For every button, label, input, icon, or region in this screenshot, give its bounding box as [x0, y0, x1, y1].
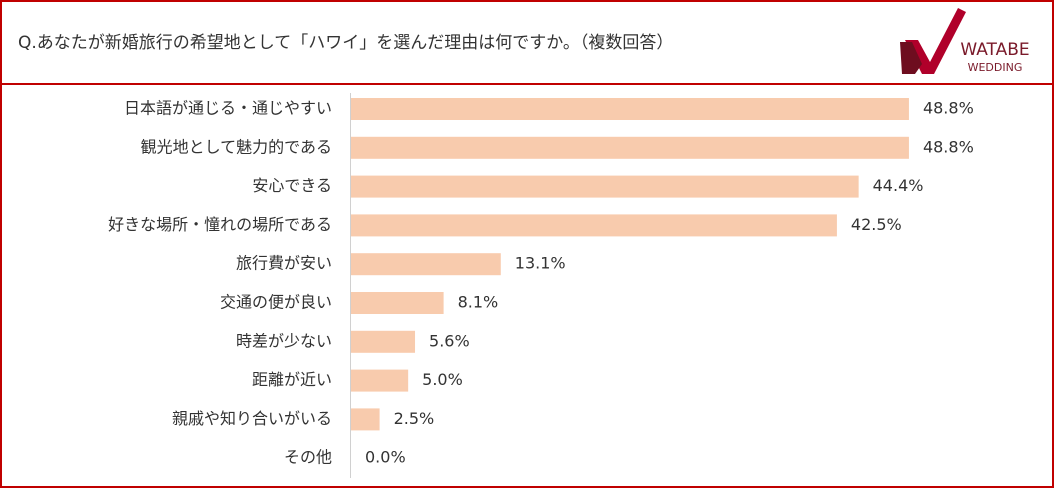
bar — [351, 292, 444, 314]
value-label: 48.8% — [923, 137, 974, 156]
category-label: 時差が少ない — [236, 331, 332, 350]
bar — [351, 253, 501, 276]
bar — [351, 330, 416, 353]
logo-subtext: WEDDING — [968, 61, 1023, 74]
value-label: 5.6% — [429, 331, 470, 350]
category-label: 旅行費が安い — [236, 254, 332, 273]
bar — [351, 98, 909, 120]
bar — [351, 136, 909, 159]
logo-mark — [905, 8, 966, 74]
value-label: 44.4% — [873, 176, 924, 195]
bar — [351, 369, 409, 392]
logo-mark-shadow — [900, 42, 922, 74]
value-label: 48.8% — [923, 99, 974, 118]
category-label: 日本語が通じる・通じやすい — [124, 99, 332, 118]
value-label: 8.1% — [458, 293, 499, 312]
category-label: 好きな場所・憧れの場所である — [108, 215, 332, 234]
category-label: 交通の便が良い — [220, 293, 332, 312]
bar — [351, 214, 837, 237]
bar — [351, 408, 380, 431]
logo: WATABE WEDDING — [900, 8, 1030, 74]
category-label: 親戚や知り合いがいる — [172, 409, 332, 428]
value-label: 42.5% — [851, 215, 902, 234]
category-label: 安心できる — [252, 176, 332, 195]
value-label: 2.5% — [394, 409, 435, 428]
chart-title: Q.あなたが新婚旅行の希望地として「ハワイ」を選んだ理由は何ですか。（複数回答） — [18, 33, 673, 53]
category-label: 観光地として魅力的である — [141, 137, 332, 156]
value-label: 5.0% — [422, 370, 463, 389]
value-label: 0.0% — [365, 448, 406, 467]
category-label: その他 — [284, 448, 332, 467]
bar — [351, 175, 859, 198]
value-label: 13.1% — [515, 254, 566, 273]
category-label: 距離が近い — [252, 370, 332, 389]
logo-text: WATABE — [960, 40, 1029, 60]
